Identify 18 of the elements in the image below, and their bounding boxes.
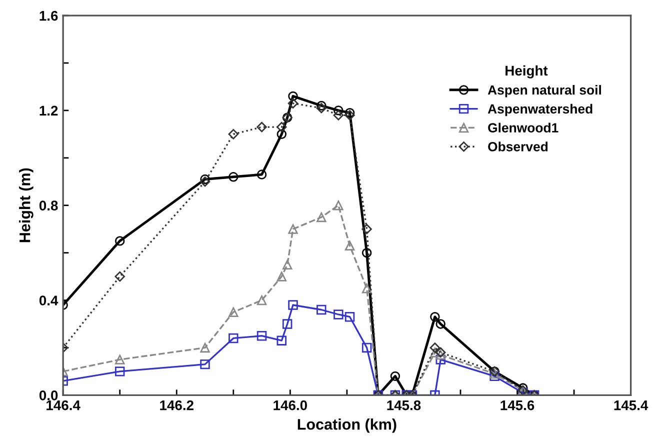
x-tick-label: 145.6 (500, 400, 534, 410)
x-tick-label: 146.4 (46, 400, 80, 410)
y-tick-label: 0.0 (39, 390, 58, 400)
legend-label: Aspenwatershed (488, 104, 592, 116)
legend-title: Height (506, 65, 548, 78)
y-tick-label: 1.6 (40, 10, 58, 21)
x-tick-label: 145.4 (614, 400, 648, 410)
y-tick-label: 0.8 (39, 200, 58, 211)
y-tick-label: 1.2 (40, 106, 58, 116)
legend-label: Glenwood1 (488, 122, 558, 132)
legend-label: Aspen natural soil (488, 84, 601, 98)
legend-label: Observed (488, 142, 548, 152)
x-tick-label: 146.0 (274, 400, 307, 410)
y-tick-label: 0.4 (39, 296, 58, 306)
x-axis-title: Location (km) (298, 418, 396, 433)
x-tick-label: 146.2 (160, 400, 194, 410)
x-tick-label: 145.8 (387, 400, 421, 410)
y-axis-title: Height (m) (19, 168, 34, 242)
